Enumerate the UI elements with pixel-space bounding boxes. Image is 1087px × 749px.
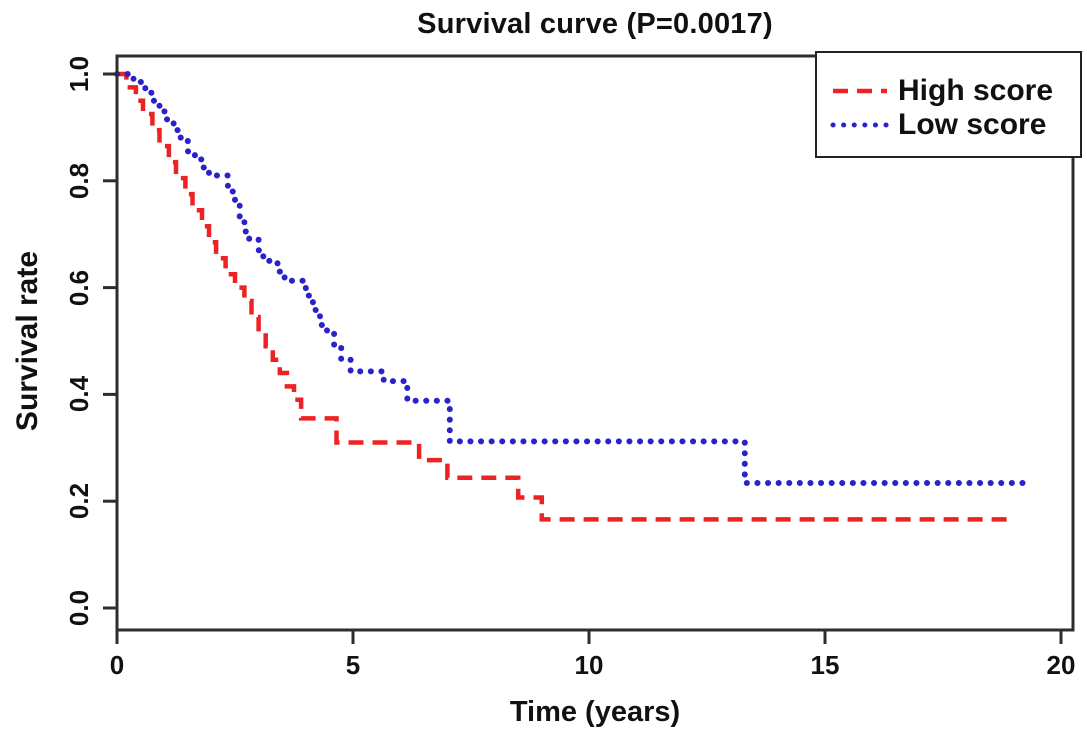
x-tick-label: 20 <box>1046 650 1076 680</box>
y-tick-label: 0.8 <box>64 162 94 199</box>
y-tick-label: 0.6 <box>64 269 94 306</box>
x-tick-label: 5 <box>345 650 361 680</box>
y-axis-title: Survival rate <box>11 250 44 432</box>
legend-label-low-score: Low score <box>898 108 1047 141</box>
x-tick-label: 0 <box>109 650 125 680</box>
legend-box <box>815 51 1082 158</box>
y-tick-label: 0.0 <box>64 589 94 627</box>
x-tick-label: 10 <box>574 650 604 680</box>
x-tick-label: 15 <box>810 650 840 680</box>
chart-title: Survival curve (P=0.0017) <box>417 8 773 40</box>
high-score-curve <box>117 71 1010 522</box>
x-axis-title: Time (years) <box>509 696 681 728</box>
plot-border <box>115 54 1075 632</box>
y-tick-label: 0.4 <box>64 376 94 413</box>
legend-label-high-score: High score <box>898 74 1054 107</box>
y-tick-label: 1.0 <box>64 55 94 93</box>
low-score-curve <box>114 71 1036 486</box>
y-tick-label: 0.2 <box>64 483 94 520</box>
